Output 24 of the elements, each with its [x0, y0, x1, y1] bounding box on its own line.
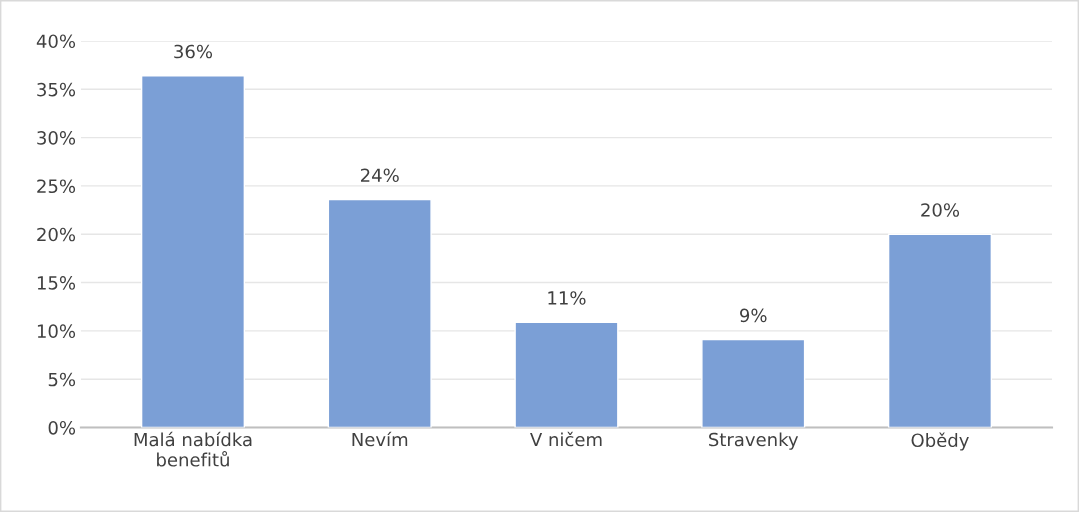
data-label: 20% [921, 203, 960, 217]
x-tick-label: Stravenky [709, 432, 799, 450]
bar [514, 321, 619, 428]
data-label: 11% [548, 291, 586, 305]
x-tick-label: Obědy [911, 432, 969, 451]
x-tick-label: V ničem [530, 431, 602, 447]
bar [140, 75, 246, 428]
x-tick-label: Nevím [352, 431, 408, 447]
y-tick-label: 40% [36, 34, 76, 49]
y-tick-label: 20% [37, 227, 76, 242]
y-tick-label: 25% [37, 179, 76, 194]
y-tick-label: 0% [48, 420, 76, 435]
x-tick-label: Malá nabídka benefitů [134, 431, 252, 467]
bar [887, 233, 993, 428]
y-tick-label: 10% [37, 324, 76, 338]
y-tick-label: 15% [37, 276, 76, 290]
data-label: 9% [740, 308, 767, 323]
y-tick-label: 5% [48, 372, 76, 387]
y-tick-label: 35% [37, 82, 76, 97]
data-label: 24% [360, 168, 399, 183]
bar [701, 338, 806, 428]
y-tick-label: 30% [37, 131, 76, 145]
data-label: 36% [174, 44, 213, 59]
bar [327, 198, 432, 428]
